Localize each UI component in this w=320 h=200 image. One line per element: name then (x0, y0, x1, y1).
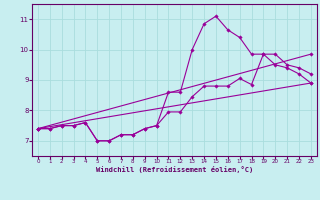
X-axis label: Windchill (Refroidissement éolien,°C): Windchill (Refroidissement éolien,°C) (96, 166, 253, 173)
